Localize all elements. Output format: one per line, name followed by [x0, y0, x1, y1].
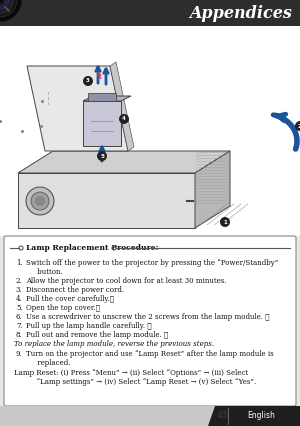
Text: 4.: 4.: [16, 295, 23, 303]
Text: 7.: 7.: [16, 322, 23, 330]
Polygon shape: [27, 66, 128, 151]
Bar: [0, 0, 300, 26]
Text: 5.: 5.: [16, 304, 23, 312]
Text: 9.: 9.: [16, 350, 23, 358]
Text: 8.: 8.: [16, 331, 23, 339]
Text: 6.: 6.: [16, 313, 23, 321]
Circle shape: [83, 76, 93, 86]
Text: 1: 1: [223, 219, 227, 225]
Circle shape: [35, 196, 45, 206]
Circle shape: [119, 114, 129, 124]
Text: 1.: 1.: [16, 259, 23, 267]
Circle shape: [220, 217, 230, 227]
Text: Switch off the power to the projector by pressing the “Power/Standby”
     butto: Switch off the power to the projector by…: [26, 259, 278, 276]
Text: 45: 45: [217, 412, 230, 420]
Circle shape: [0, 0, 17, 17]
Polygon shape: [18, 151, 230, 173]
Text: Lamp Reset: (i) Press “Menu” → (ii) Select “Options” → (iii) Select: Lamp Reset: (i) Press “Menu” → (ii) Sele…: [14, 369, 248, 377]
Text: 2: 2: [298, 124, 300, 129]
Text: Pull up the lamp handle carefully. ④: Pull up the lamp handle carefully. ④: [26, 322, 152, 330]
Text: Lamp Replacement Procedure:: Lamp Replacement Procedure:: [26, 244, 158, 252]
Text: Pull the cover carefully.①: Pull the cover carefully.①: [26, 295, 114, 303]
Circle shape: [31, 192, 49, 210]
FancyBboxPatch shape: [4, 236, 296, 406]
Text: 5: 5: [100, 153, 104, 158]
Circle shape: [0, 0, 2, 2]
Text: 3.: 3.: [16, 286, 22, 294]
Text: 4: 4: [122, 116, 126, 121]
Circle shape: [97, 151, 107, 161]
Polygon shape: [88, 93, 116, 101]
Circle shape: [295, 121, 300, 131]
Text: English: English: [247, 412, 275, 420]
Text: Disconnect the power cord.: Disconnect the power cord.: [26, 286, 124, 294]
Bar: [0, 406, 215, 426]
Polygon shape: [110, 62, 134, 151]
Text: 3: 3: [86, 78, 90, 83]
Circle shape: [0, 0, 9, 9]
Text: Turn on the projector and use “Lamp Reset” after the lamp module is
     replace: Turn on the projector and use “Lamp Rese…: [26, 350, 274, 367]
Text: Use a screwdriver to unscrew the 2 screws from the lamp module. ③: Use a screwdriver to unscrew the 2 screw…: [26, 313, 269, 321]
Text: To replace the lamp module, reverse the previous steps.: To replace the lamp module, reverse the …: [14, 340, 214, 348]
Circle shape: [0, 0, 13, 13]
Circle shape: [0, 0, 22, 22]
Text: Open the top cover.②: Open the top cover.②: [26, 304, 100, 312]
Text: Allow the projector to cool down for at least 30 minutes.: Allow the projector to cool down for at …: [26, 277, 226, 285]
Text: “Lamp settings” → (iv) Select “Lamp Reset → (v) Select “Yes”.: “Lamp settings” → (iv) Select “Lamp Rese…: [14, 378, 256, 386]
Circle shape: [26, 187, 54, 215]
Circle shape: [0, 0, 5, 5]
Text: I
I
I: I I I: [47, 92, 49, 106]
Polygon shape: [195, 151, 230, 228]
Text: Appendices: Appendices: [189, 5, 292, 21]
Text: Pull out and remove the lamp module. ⑤: Pull out and remove the lamp module. ⑤: [26, 331, 168, 339]
Bar: [0, 26, 300, 236]
Polygon shape: [83, 96, 131, 101]
Text: 2.: 2.: [16, 277, 23, 285]
Polygon shape: [18, 173, 195, 228]
Polygon shape: [208, 406, 300, 426]
Polygon shape: [83, 101, 121, 146]
